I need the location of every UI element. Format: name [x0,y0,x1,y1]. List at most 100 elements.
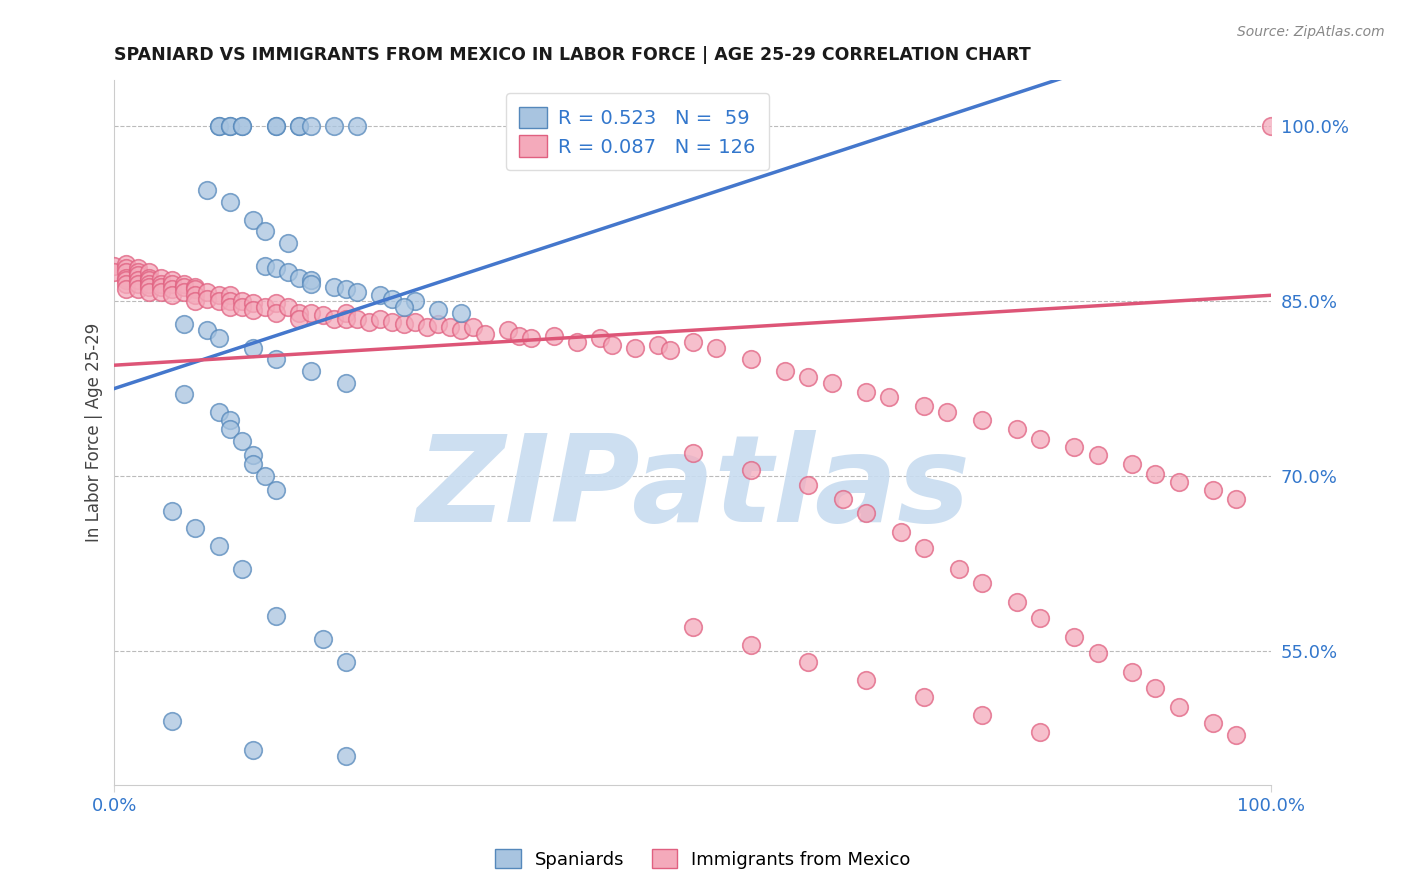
Point [231,562,253,576]
Point [162,277,184,291]
Point [740,352,762,367]
Point [149,277,172,291]
Point [299,364,322,378]
Point [253,224,276,238]
Point [253,300,276,314]
Point [1260,120,1282,134]
Point [138,270,160,285]
Point [277,265,299,279]
Point [138,265,160,279]
Point [1202,716,1225,731]
Point [138,273,160,287]
Point [1167,699,1189,714]
Point [704,341,727,355]
Point [357,315,380,329]
Point [266,483,288,497]
Point [1121,457,1143,471]
Point [1202,483,1225,497]
Point [370,311,392,326]
Point [450,306,472,320]
Point [797,656,820,670]
Point [219,120,242,134]
Point [242,457,264,471]
Point [149,280,172,294]
Point [1144,467,1167,481]
Point [253,469,276,483]
Point [682,620,704,634]
Point [242,303,264,318]
Point [127,265,149,279]
Point [1225,728,1247,742]
Point [195,285,218,299]
Point [288,120,311,134]
Point [647,338,669,352]
Point [219,422,242,436]
Point [138,285,160,299]
Point [231,300,253,314]
Point [832,492,855,507]
Point [415,319,437,334]
Point [195,183,218,197]
Point [277,235,299,250]
Point [1029,725,1052,739]
Text: ZIPatlas: ZIPatlas [416,430,970,547]
Point [207,405,229,419]
Point [797,369,820,384]
Point [346,285,368,299]
Point [1005,422,1028,436]
Point [162,273,184,287]
Point [219,413,242,427]
Point [162,282,184,296]
Point [624,341,647,355]
Point [323,280,346,294]
Point [149,285,172,299]
Point [162,714,184,728]
Point [127,282,149,296]
Point [912,690,935,705]
Point [219,194,242,209]
Point [1063,630,1085,644]
Point [173,318,195,332]
Point [323,311,346,326]
Point [658,343,681,357]
Point [589,331,612,345]
Point [103,265,125,279]
Point [219,294,242,309]
Point [277,300,299,314]
Point [912,541,935,556]
Point [948,562,970,576]
Point [1144,681,1167,695]
Point [103,259,125,273]
Point [439,319,461,334]
Point [231,120,253,134]
Point [299,120,322,134]
Text: SPANIARD VS IMMIGRANTS FROM MEXICO IN LABOR FORCE | AGE 25-29 CORRELATION CHART: SPANIARD VS IMMIGRANTS FROM MEXICO IN LA… [114,46,1031,64]
Point [1225,492,1247,507]
Point [775,364,797,378]
Point [115,261,138,276]
Point [207,120,229,134]
Point [335,306,357,320]
Legend: R = 0.523   N =  59, R = 0.087   N = 126: R = 0.523 N = 59, R = 0.087 N = 126 [506,93,769,170]
Point [231,294,253,309]
Point [1005,595,1028,609]
Point [311,308,333,322]
Point [381,292,404,306]
Point [288,120,311,134]
Point [508,329,530,343]
Point [127,277,149,291]
Point [219,288,242,302]
Point [404,294,426,309]
Point [219,300,242,314]
Point [1087,646,1109,660]
Point [207,120,229,134]
Point [1121,665,1143,679]
Point [219,120,242,134]
Point [231,434,253,448]
Point [912,399,935,413]
Point [127,268,149,283]
Point [173,277,195,291]
Point [970,413,993,427]
Point [173,280,195,294]
Point [173,285,195,299]
